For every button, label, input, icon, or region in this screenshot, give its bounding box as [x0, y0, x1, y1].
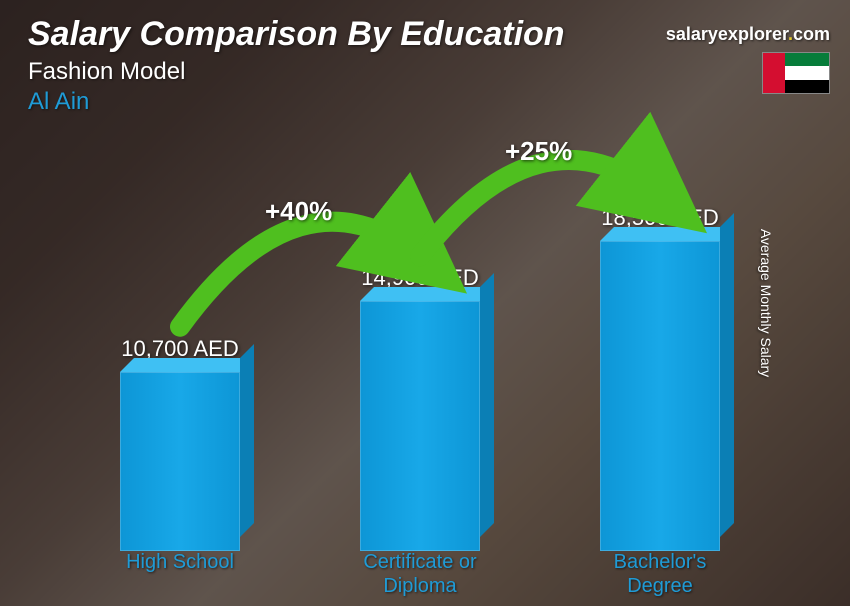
increment-label-1: +25%	[505, 136, 572, 167]
uae-flag-icon	[762, 52, 830, 94]
subtitle-location: Al Ain	[28, 88, 830, 116]
flag-white	[785, 66, 829, 79]
flag-black	[785, 80, 829, 93]
flag-green	[785, 53, 829, 66]
subtitle-occupation: Fashion Model	[28, 58, 830, 86]
logo-name: salaryexplorer	[666, 24, 788, 44]
logo-tld: com	[793, 24, 830, 44]
site-logo: salaryexplorer.com	[666, 24, 830, 45]
y-axis-label: Average Monthly Salary	[758, 229, 774, 377]
flag-red	[763, 53, 785, 93]
